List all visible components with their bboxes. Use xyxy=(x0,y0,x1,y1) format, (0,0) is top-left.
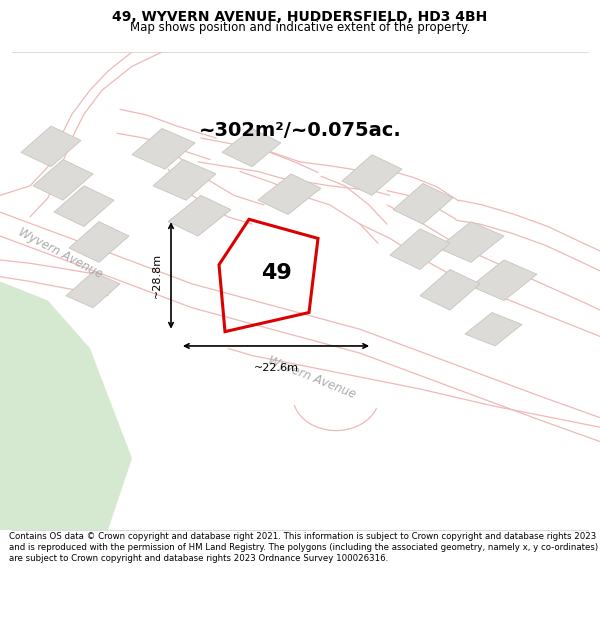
Polygon shape xyxy=(153,159,216,200)
Polygon shape xyxy=(132,129,195,169)
Polygon shape xyxy=(168,196,231,236)
Polygon shape xyxy=(258,174,321,214)
Polygon shape xyxy=(222,129,281,167)
Polygon shape xyxy=(0,281,132,530)
Polygon shape xyxy=(54,186,114,226)
Polygon shape xyxy=(33,159,93,200)
Text: 49, WYVERN AVENUE, HUDDERSFIELD, HD3 4BH: 49, WYVERN AVENUE, HUDDERSFIELD, HD3 4BH xyxy=(112,10,488,24)
Polygon shape xyxy=(471,260,537,301)
Text: Wyvern Avenue: Wyvern Avenue xyxy=(266,354,358,401)
Polygon shape xyxy=(342,155,402,196)
Polygon shape xyxy=(393,184,453,224)
Polygon shape xyxy=(420,269,480,310)
Polygon shape xyxy=(438,222,504,262)
Text: Map shows position and indicative extent of the property.: Map shows position and indicative extent… xyxy=(130,21,470,34)
Polygon shape xyxy=(69,222,129,262)
Text: Wyvern Avenue: Wyvern Avenue xyxy=(16,225,104,281)
Text: 49: 49 xyxy=(260,263,292,283)
Text: ~28.8m: ~28.8m xyxy=(152,253,162,298)
Polygon shape xyxy=(66,272,120,308)
Text: Contains OS data © Crown copyright and database right 2021. This information is : Contains OS data © Crown copyright and d… xyxy=(9,532,598,563)
Polygon shape xyxy=(465,312,522,346)
Text: ~302m²/~0.075ac.: ~302m²/~0.075ac. xyxy=(199,121,401,141)
Polygon shape xyxy=(21,126,81,167)
Text: ~22.6m: ~22.6m xyxy=(254,362,299,372)
Polygon shape xyxy=(390,229,450,269)
